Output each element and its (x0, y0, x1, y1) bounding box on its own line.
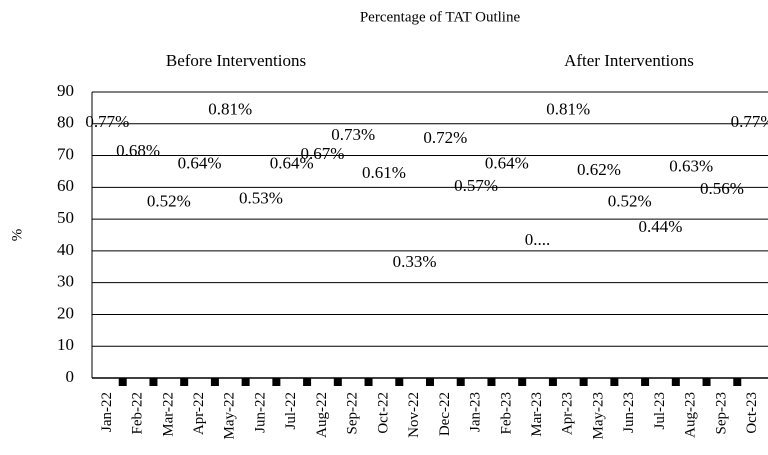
data-label: 0.... (525, 230, 551, 249)
x-tick-label: Oct-23 (744, 392, 760, 434)
x-tick-label: Feb-23 (498, 392, 514, 435)
y-tick-label: 30 (57, 272, 74, 291)
y-tick-label: 0 (66, 367, 75, 386)
x-tick-mark (395, 378, 404, 386)
data-label: 0.81% (208, 100, 252, 119)
x-tick-label: Mar-22 (160, 392, 176, 437)
data-label: 0.52% (147, 192, 191, 211)
data-label: 0.68% (116, 141, 160, 160)
x-tick-mark (671, 378, 680, 386)
x-tick-mark (333, 378, 342, 386)
x-tick-mark (456, 378, 465, 386)
annotation: Before Interventions (166, 51, 306, 70)
data-label: 0.52% (608, 192, 652, 211)
data-label: 0.61% (362, 163, 406, 182)
x-tick-label: Apr-22 (191, 392, 207, 435)
x-tick-mark (272, 378, 281, 386)
x-tick-label: Aug-23 (683, 392, 699, 438)
x-tick-mark (702, 378, 711, 386)
data-label: 0.62% (577, 160, 621, 179)
data-label: 0.81% (546, 100, 590, 119)
y-tick-label: 40 (57, 240, 74, 259)
x-tick-label: Feb-22 (130, 392, 146, 435)
x-tick-label: Jan-22 (99, 392, 115, 432)
y-axis-label: % (9, 229, 25, 242)
y-tick-label: 20 (57, 303, 74, 322)
x-tick-label: Aug-22 (314, 392, 330, 438)
x-tick-mark (426, 378, 434, 386)
x-tick-label: Jan-23 (468, 392, 484, 432)
data-label: 0.73% (331, 125, 375, 144)
x-tick-mark (149, 378, 158, 386)
x-tick-mark (210, 378, 219, 386)
x-tick-mark (548, 378, 557, 386)
x-tick-label: Apr-23 (560, 392, 576, 435)
x-tick-label: Sep-23 (713, 392, 729, 435)
annotation: After Interventions (564, 51, 694, 70)
y-tick-label: 90 (57, 81, 74, 100)
x-tick-label: May-22 (222, 392, 238, 440)
data-label: 0.64% (270, 154, 314, 173)
x-tick-label: Dec-22 (437, 392, 453, 436)
x-tick-label: Nov-22 (406, 392, 422, 438)
x-tick-label: Jul-23 (652, 392, 668, 430)
y-tick-label: 60 (57, 176, 74, 195)
data-label: 0.44% (638, 217, 682, 236)
data-label: 0.56% (700, 179, 744, 198)
x-tick-mark (641, 378, 650, 386)
x-tick-mark (241, 378, 250, 386)
data-label: 0.77% (85, 112, 129, 131)
x-tick-label: Sep-22 (345, 392, 361, 435)
x-tick-mark (487, 378, 496, 386)
y-tick-label: 70 (57, 144, 74, 163)
x-tick-mark (518, 378, 527, 386)
data-label: 0.72% (423, 128, 467, 147)
data-label: 0.63% (669, 157, 713, 176)
data-label: 0.57% (454, 176, 498, 195)
x-tick-mark (303, 378, 312, 386)
x-tick-mark (579, 378, 588, 386)
data-label: 0.67% (300, 144, 344, 163)
y-tick-label: 50 (57, 208, 74, 227)
data-label: 0.33% (393, 252, 437, 271)
x-tick-label: Jun-23 (621, 392, 637, 433)
x-tick-mark (733, 378, 742, 386)
data-label: 0.77% (731, 112, 768, 131)
y-tick-label: 80 (57, 113, 74, 132)
data-label: 0.53% (239, 188, 283, 207)
x-tick-label: May-23 (590, 392, 606, 440)
x-tick-label: Jun-22 (252, 392, 268, 433)
chart-title: Percentage of TAT Outline (360, 9, 521, 25)
x-tick-mark (610, 378, 619, 386)
data-label: 0.64% (178, 154, 222, 173)
x-tick-mark (364, 378, 373, 386)
x-tick-label: Oct-22 (375, 392, 391, 434)
y-tick-label: 10 (57, 335, 74, 354)
x-tick-label: Mar-23 (529, 392, 545, 437)
x-tick-label: Jul-22 (283, 392, 299, 430)
data-label: 0.64% (485, 154, 529, 173)
x-tick-mark (118, 378, 127, 386)
x-tick-mark (180, 378, 189, 386)
